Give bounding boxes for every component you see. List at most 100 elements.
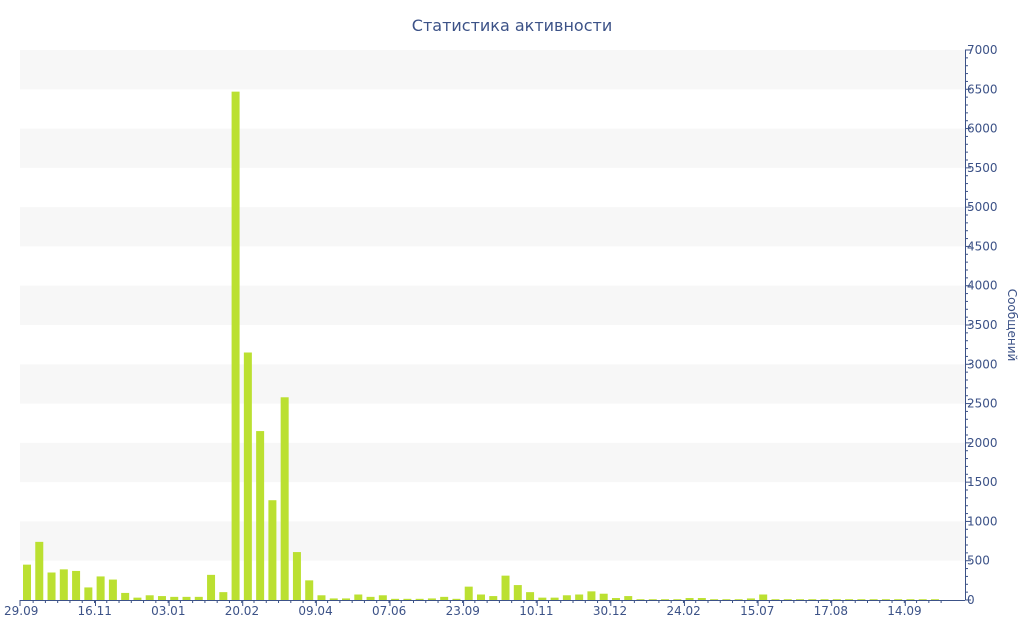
bar xyxy=(329,598,338,600)
bar xyxy=(366,596,375,600)
y-tick-label: 6000 xyxy=(967,122,998,136)
x-tick-label: 24.02 xyxy=(666,604,700,618)
y-tick-label: 500 xyxy=(967,554,990,568)
bar xyxy=(378,595,387,600)
bar xyxy=(894,599,903,600)
x-tick-label: 23.09 xyxy=(446,604,480,618)
bar xyxy=(734,599,743,600)
bar xyxy=(317,595,326,600)
bar xyxy=(611,598,620,600)
bar xyxy=(403,598,412,600)
bar xyxy=(575,594,584,600)
bar xyxy=(501,575,510,600)
grid-band xyxy=(20,521,965,561)
bar xyxy=(930,599,939,600)
bar xyxy=(783,599,792,600)
bar xyxy=(194,596,203,600)
bar xyxy=(697,598,706,600)
bar xyxy=(84,587,93,600)
bar xyxy=(354,594,363,600)
x-tick-label: 14.09 xyxy=(887,604,921,618)
grid-band xyxy=(20,50,965,90)
bar xyxy=(820,599,829,600)
bar xyxy=(587,591,596,600)
bar xyxy=(452,598,461,600)
bar xyxy=(305,580,314,600)
x-tick-label: 30.12 xyxy=(593,604,627,618)
x-tick-label: 10.11 xyxy=(519,604,553,618)
bar xyxy=(722,599,731,600)
grid-band xyxy=(20,364,965,404)
x-tick-label: 03.01 xyxy=(151,604,185,618)
bar xyxy=(599,593,608,600)
bar xyxy=(59,569,68,600)
chart-title: Статистика активности xyxy=(411,16,613,35)
bar xyxy=(489,596,498,600)
bar xyxy=(710,599,719,600)
bar xyxy=(342,598,351,600)
bar xyxy=(869,599,878,600)
x-tick-label: 20.02 xyxy=(225,604,259,618)
bar xyxy=(476,594,485,600)
y-tick-label: 2500 xyxy=(967,397,998,411)
bar xyxy=(857,599,866,600)
bar xyxy=(526,592,535,600)
y-tick-label: 5500 xyxy=(967,161,998,175)
bar xyxy=(157,596,166,600)
bar xyxy=(673,599,682,600)
bar xyxy=(231,91,240,601)
bar xyxy=(440,596,449,600)
bar xyxy=(771,599,780,600)
bar xyxy=(808,599,817,600)
bar xyxy=(35,541,44,600)
bar xyxy=(796,599,805,600)
x-tick-label: 15.07 xyxy=(740,604,774,618)
bar xyxy=(47,572,56,600)
bar xyxy=(72,570,81,600)
bar xyxy=(759,594,768,600)
bar xyxy=(280,397,289,600)
x-tick-label: 09.04 xyxy=(298,604,332,618)
bar xyxy=(256,431,265,600)
bar xyxy=(661,599,670,600)
x-tick-label: 07.06 xyxy=(372,604,406,618)
y-tick-label: 6500 xyxy=(967,82,998,96)
bar xyxy=(832,599,841,600)
grid-band xyxy=(20,128,965,168)
y-tick-label: 4500 xyxy=(967,239,998,253)
y-tick-label: 3500 xyxy=(967,318,998,332)
bar xyxy=(648,599,657,600)
bar xyxy=(906,599,915,600)
y-tick-label: 0 xyxy=(967,593,975,607)
bar xyxy=(108,579,117,600)
y-tick-label: 4000 xyxy=(967,279,998,293)
bar xyxy=(464,586,473,600)
bar xyxy=(538,597,547,600)
x-tick-label: 29.09 xyxy=(4,604,38,618)
grid-band xyxy=(20,442,965,483)
x-tick-label: 17.08 xyxy=(814,604,848,618)
bar xyxy=(562,595,571,600)
bar xyxy=(415,598,424,600)
y-tick-label: 7000 xyxy=(967,43,998,57)
bar xyxy=(624,596,633,600)
grid-band xyxy=(20,207,965,247)
y-tick-label: 3000 xyxy=(967,357,998,371)
y-tick-label: 5000 xyxy=(967,200,998,214)
bar xyxy=(427,598,436,600)
bar xyxy=(207,574,216,600)
y-tick-label: 1500 xyxy=(967,475,998,489)
bar xyxy=(292,552,301,600)
bar xyxy=(746,598,755,600)
y-axis-title: Сообщений xyxy=(1005,289,1019,362)
bar xyxy=(918,599,927,600)
bar xyxy=(268,500,277,600)
bar xyxy=(391,598,400,600)
bar xyxy=(685,598,694,600)
bar xyxy=(513,585,522,600)
bar xyxy=(636,599,645,600)
bar xyxy=(133,597,142,600)
bar xyxy=(121,592,130,600)
bar xyxy=(23,564,31,600)
